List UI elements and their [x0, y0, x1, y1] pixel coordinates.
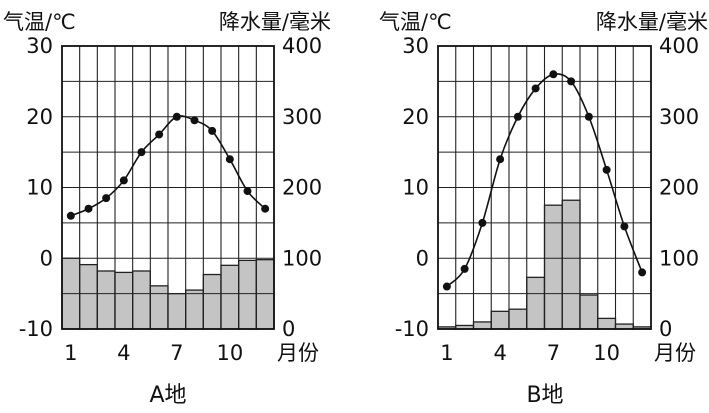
chart1-temperature-axis-label: 气温/℃: [3, 10, 76, 34]
chart1-temperature-point-month-12: [261, 204, 270, 213]
chart1-precip-tick-label: 100: [282, 246, 322, 270]
chart2-temperature-point-month-7: [549, 70, 558, 79]
chart2-temperature-point-month-11: [620, 222, 629, 231]
chart2-precip-tick-label: 200: [659, 176, 699, 200]
chart2-precip-bar-month-4: [490, 310, 510, 330]
chart1-precip-bar-month-11: [238, 259, 257, 330]
chart2-precip-bar-month-7: [543, 204, 563, 330]
chart1-precip-bar-month-12: [255, 259, 275, 330]
chart1-precip-bar-month-10: [220, 264, 240, 330]
chart1-temp-tick-label: 30: [26, 34, 53, 58]
chart2-temperature-point-month-4: [496, 155, 505, 164]
chart1-temperature-point-month-3: [102, 194, 111, 203]
chart2-precip-bar-month-3: [472, 321, 492, 330]
chart1-month-tick-label: 10: [216, 341, 243, 365]
chart2-temperature-point-month-3: [478, 218, 487, 227]
chart1-temperature-point-month-5: [137, 148, 146, 157]
chart1-temperature-point-month-6: [155, 130, 164, 139]
chart2-precip-tick-label: 100: [659, 246, 699, 270]
chart2-temperature-point-month-10: [602, 165, 611, 174]
chart2-temperature-point-month-8: [567, 77, 576, 86]
chart1-temperature-point-month-11: [243, 187, 252, 196]
chart2-temperature-axis-label: 气温/℃: [379, 10, 452, 34]
chart2-precip-bar-month-6: [526, 276, 546, 330]
chart1-precip-bar-month-8: [185, 289, 204, 330]
chart2-precip-bar-month-8: [561, 199, 581, 330]
chart1-precip-bar-month-4: [114, 271, 134, 330]
chart2-plot-frame: [437, 45, 652, 330]
chart2-month-tick-label: 1: [440, 341, 453, 365]
chart2-precipitation-axis-label: 降水量/毫米: [596, 10, 708, 34]
chart2-temperature-point-month-6: [531, 84, 540, 93]
chart1-precip-tick-label: 400: [282, 34, 322, 58]
chart2-caption: B地: [526, 383, 563, 408]
chart1-temperature-point-month-10: [225, 155, 234, 164]
chart1-temperature-point-month-2: [84, 204, 93, 213]
chart2-precip-bar-month-9: [579, 294, 599, 330]
chart1-temperature-point-month-9: [208, 126, 217, 135]
chart2-temperature-point-month-9: [584, 112, 593, 121]
chart1-temp-tick-label: 10: [26, 176, 53, 200]
chart2-temp-tick-label: 10: [402, 176, 429, 200]
chart1-month-tick-label: 4: [117, 341, 130, 365]
chart2-month-tick-label: 7: [547, 341, 560, 365]
chart1-precip-bar-month-7: [167, 292, 187, 330]
chart2-temp-tick-label: 20: [402, 105, 429, 129]
chart2-temperature-point-month-12: [638, 268, 647, 277]
chart1-plot-frame: [61, 45, 275, 330]
chart2-temperature-point-month-1: [442, 282, 451, 291]
chart1-month-axis-label: 月份: [277, 341, 319, 365]
chart1-precipitation-axis-label: 降水量/毫米: [219, 10, 331, 34]
chart2-precip-tick-label: 300: [659, 105, 699, 129]
chart2-precip-bar-month-10: [597, 317, 617, 330]
chart1-precip-bar-month-3: [96, 270, 116, 330]
chart1-caption: A地: [149, 383, 186, 408]
chart2-precip-tick-label: 0: [659, 317, 672, 341]
chart2-temperature-point-month-2: [460, 264, 469, 273]
chart2-temp-tick-label: 0: [416, 246, 429, 270]
chart2-month-tick-label: 10: [593, 341, 620, 365]
chart1-temp-tick-label: 20: [26, 105, 53, 129]
chart1-month-tick-label: 7: [170, 341, 183, 365]
chart2-month-axis-label: 月份: [654, 341, 696, 365]
chart1-temperature-point-month-8: [190, 116, 199, 125]
chart1-precip-bar-month-9: [202, 273, 222, 330]
chart1-temperature-point-month-7: [172, 112, 181, 121]
chart2-precip-tick-label: 400: [659, 34, 699, 58]
chart1-temp-tick-label: 0: [40, 246, 53, 270]
chart1-temperature-point-month-1: [66, 211, 75, 220]
chart1-precip-tick-label: 200: [282, 176, 322, 200]
chart1-temperature-point-month-4: [119, 176, 128, 185]
chart2-temp-tick-label: -10: [395, 317, 429, 341]
chart1-precip-tick-label: 0: [282, 317, 295, 341]
chart1-precip-bar-month-5: [132, 270, 151, 330]
chart2-month-tick-label: 4: [493, 341, 506, 365]
chart2-temp-tick-label: 30: [402, 34, 429, 58]
chart2-temperature-point-month-5: [513, 112, 522, 121]
chart1-precip-bar-month-6: [149, 285, 169, 330]
chart1-temp-tick-label: -10: [19, 317, 53, 341]
chart1-month-tick-label: 1: [64, 341, 77, 365]
chart2-precip-bar-month-5: [508, 308, 528, 330]
chart1-precip-tick-label: 300: [282, 105, 322, 129]
chart1-precip-bar-month-2: [79, 263, 98, 330]
